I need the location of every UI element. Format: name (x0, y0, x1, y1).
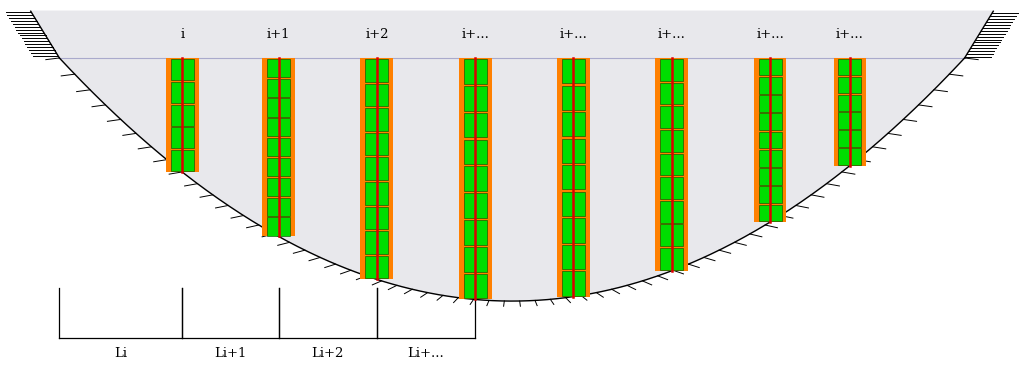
Bar (562, 86, 585, 110)
Bar (464, 274, 486, 298)
Bar (759, 132, 781, 148)
Bar (366, 182, 388, 205)
Bar (562, 191, 585, 216)
Bar (464, 193, 486, 218)
Bar (759, 95, 781, 112)
Bar (557, 58, 590, 297)
Bar (166, 58, 199, 172)
Bar (267, 138, 290, 156)
Bar (759, 77, 781, 94)
Bar (655, 58, 688, 271)
Bar (366, 206, 388, 229)
Bar (839, 77, 861, 93)
Bar (262, 58, 295, 236)
Bar (464, 247, 486, 272)
Text: i: i (180, 28, 184, 41)
Text: i+2: i+2 (366, 28, 388, 41)
Bar (267, 98, 290, 117)
Bar (839, 113, 861, 129)
Bar (660, 59, 683, 81)
Text: i+...: i+... (461, 28, 489, 41)
Text: i+1: i+1 (267, 28, 290, 41)
Bar (366, 256, 388, 278)
Bar (459, 58, 492, 300)
Bar (171, 104, 194, 126)
Bar (562, 271, 585, 295)
Bar (759, 205, 781, 221)
Bar (660, 83, 683, 104)
Bar (562, 165, 585, 190)
Text: Li+...: Li+... (408, 347, 444, 360)
Text: i+...: i+... (756, 28, 784, 41)
Bar (267, 79, 290, 97)
Bar (839, 59, 861, 75)
Bar (754, 58, 786, 222)
Bar (660, 153, 683, 175)
Bar (464, 140, 486, 164)
Bar (366, 133, 388, 155)
Bar (660, 177, 683, 199)
Bar (839, 95, 861, 111)
Bar (464, 86, 486, 111)
Bar (366, 108, 388, 131)
Bar (171, 127, 194, 148)
Bar (366, 83, 388, 106)
Bar (171, 150, 194, 171)
Bar (759, 186, 781, 203)
Bar (562, 139, 585, 163)
Bar (660, 248, 683, 270)
Text: Li+1: Li+1 (214, 347, 247, 360)
Bar (759, 168, 781, 185)
Bar (267, 197, 290, 216)
Bar (366, 59, 388, 82)
Bar (834, 58, 866, 166)
Bar (759, 59, 781, 76)
Bar (562, 59, 585, 83)
Bar (267, 217, 290, 236)
Bar (464, 166, 486, 191)
Bar (562, 218, 585, 242)
Bar (464, 59, 486, 84)
Text: Li+2: Li+2 (311, 347, 344, 360)
Bar (660, 106, 683, 128)
Bar (267, 158, 290, 176)
Bar (464, 113, 486, 137)
Text: i+...: i+... (559, 28, 588, 41)
Bar (267, 118, 290, 137)
Text: i+...: i+... (657, 28, 686, 41)
Bar (360, 58, 393, 279)
Bar (267, 178, 290, 196)
Bar (759, 150, 781, 167)
Bar (839, 131, 861, 147)
Bar (464, 220, 486, 245)
Text: Li: Li (115, 347, 127, 360)
Bar (660, 224, 683, 246)
Bar (171, 59, 194, 80)
Bar (562, 245, 585, 269)
Bar (366, 231, 388, 254)
Bar (171, 82, 194, 103)
Bar (366, 157, 388, 180)
Bar (839, 148, 861, 165)
Bar (267, 59, 290, 77)
Bar (660, 201, 683, 223)
Bar (759, 113, 781, 130)
Polygon shape (31, 11, 993, 301)
Bar (660, 130, 683, 151)
Text: i+...: i+... (836, 28, 864, 41)
Bar (562, 112, 585, 137)
